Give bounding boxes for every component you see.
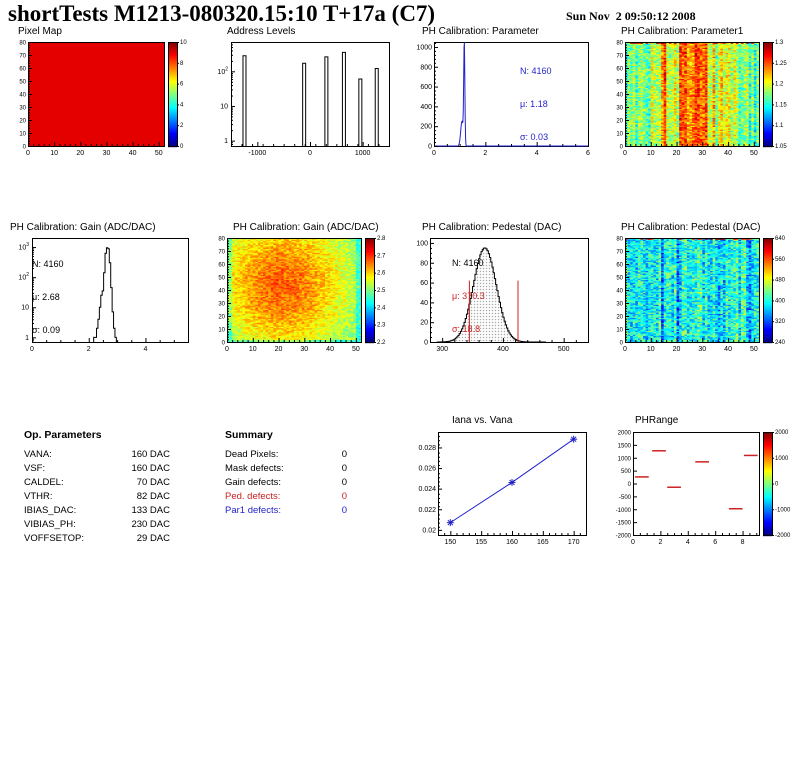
chart-title-gain-hist: PH Calibration: Gain (ADC/DAC) bbox=[10, 222, 156, 233]
stat-mu: μ: 2.68 bbox=[32, 292, 60, 302]
summary-label: Dead Pixels: bbox=[225, 449, 279, 460]
param-label: VOFFSETOP: bbox=[24, 533, 85, 544]
summary-value: 0 bbox=[341, 449, 347, 460]
gain-stats-box: N: 4160 μ: 2.68 σ: 0.09 bbox=[32, 237, 64, 358]
panel-pixel-map: Pixel Map bbox=[6, 26, 198, 162]
param-value: 230 DAC bbox=[131, 519, 170, 530]
param-label: IBIAS_DAC: bbox=[24, 505, 77, 516]
ph-parameter-hist-chart bbox=[404, 38, 596, 162]
panel-gain-map: PH Calibration: Gain (ADC/DAC) bbox=[205, 222, 397, 358]
param-label: VANA: bbox=[24, 449, 52, 460]
address-levels-chart bbox=[205, 38, 397, 162]
pedestal-stats-box: N: 4160 μ: 370.3 σ: 18.8 bbox=[452, 236, 485, 357]
param-row: VANA: 160 DAC bbox=[24, 448, 170, 462]
summary-row: Gain defects: 0 bbox=[225, 476, 347, 490]
pedestal-hist-chart bbox=[404, 234, 596, 358]
phrange-chart bbox=[603, 427, 795, 553]
timestamp: Sun Nov 2 09:50:12 2008 bbox=[566, 9, 696, 23]
summary-value: 0 bbox=[341, 505, 347, 516]
ph-parameter-stats-box: N: 4160 μ: 1.18 σ: 0.03 bbox=[520, 44, 552, 165]
stat-sigma: σ: 0.03 bbox=[520, 132, 549, 142]
summary-value: 0 bbox=[341, 477, 347, 488]
chart-title-pedestal-hist: PH Calibration: Pedestal (DAC) bbox=[422, 222, 562, 233]
panel-ph-parameter1-map: PH Calibration: Parameter1 bbox=[603, 26, 795, 162]
stat-n: N: 4160 bbox=[32, 259, 64, 269]
chart-title-phrange: PHRange bbox=[635, 415, 679, 426]
chart-title-pedestal-map: PH Calibration: Pedestal (DAC) bbox=[621, 222, 761, 233]
stat-sigma: σ: 0.09 bbox=[32, 325, 61, 335]
param-row: CALDEL: 70 DAC bbox=[24, 476, 170, 490]
stat-mu: μ: 370.3 bbox=[452, 291, 485, 301]
summary-label: Mask defects: bbox=[225, 463, 284, 474]
page-title: shortTests M1213-080320.15:10 T+17a (C7) bbox=[8, 1, 436, 26]
param-label: VIBIAS_PH: bbox=[24, 519, 76, 530]
panel-phrange: PHRange bbox=[603, 415, 795, 553]
param-value: 29 DAC bbox=[136, 533, 170, 544]
summary-label: Gain defects: bbox=[225, 477, 281, 488]
stat-n: N: 4160 bbox=[520, 66, 552, 76]
param-row: VSF: 160 DAC bbox=[24, 462, 170, 476]
summary-value: 0 bbox=[341, 491, 347, 502]
panel-pedestal-map: PH Calibration: Pedestal (DAC) bbox=[603, 222, 795, 358]
summary-row: Dead Pixels: 0 bbox=[225, 448, 347, 462]
chart-title-iana-vs-vana: Iana vs. Vana bbox=[452, 415, 513, 426]
param-row: VIBIAS_PH: 230 DAC bbox=[24, 518, 170, 532]
summary-label: Ped. defects: bbox=[225, 491, 281, 502]
op-parameters-title: Op. Parameters bbox=[24, 429, 102, 441]
gain-hist-chart bbox=[6, 234, 198, 358]
param-value: 133 DAC bbox=[131, 505, 170, 516]
param-label: VSF: bbox=[24, 463, 46, 474]
stat-sigma: σ: 18.8 bbox=[452, 324, 481, 334]
chart-title-pixel-map: Pixel Map bbox=[18, 26, 62, 37]
ph-parameter1-map-chart bbox=[603, 38, 795, 162]
param-row: VOFFSETOP: 29 DAC bbox=[24, 532, 170, 546]
param-row: VTHR: 82 DAC bbox=[24, 490, 170, 504]
summary-row: Mask defects: 0 bbox=[225, 462, 347, 476]
param-value: 160 DAC bbox=[131, 463, 170, 474]
panel-address-levels: Address Levels bbox=[205, 26, 397, 162]
stat-n: N: 4160 bbox=[452, 258, 484, 268]
pedestal-map-chart bbox=[603, 234, 795, 358]
panel-ph-parameter: PH Calibration: Parameter bbox=[404, 26, 596, 162]
chart-title-ph-parameter: PH Calibration: Parameter bbox=[422, 26, 539, 37]
chart-title-ph-parameter1-map: PH Calibration: Parameter1 bbox=[621, 26, 744, 37]
param-label: CALDEL: bbox=[24, 477, 64, 488]
param-value: 70 DAC bbox=[136, 477, 170, 488]
panel-iana-vs-vana: Iana vs. Vana bbox=[404, 415, 596, 553]
param-row: IBIAS_DAC: 133 DAC bbox=[24, 504, 170, 518]
op-parameters-block: Op. Parameters VANA: 160 DAC VSF: 160 DAC … bbox=[24, 429, 170, 546]
summary-block: Summary Dead Pixels: 0 Mask defects: 0 Gai… bbox=[225, 429, 347, 518]
stat-mu: μ: 1.18 bbox=[520, 99, 548, 109]
pixel-map-chart bbox=[6, 38, 198, 162]
chart-title-address-levels: Address Levels bbox=[227, 26, 296, 37]
param-value: 160 DAC bbox=[131, 449, 170, 460]
param-value: 82 DAC bbox=[136, 491, 170, 502]
gain-map-chart bbox=[205, 234, 397, 358]
param-label: VTHR: bbox=[24, 491, 53, 502]
chart-title-gain-map: PH Calibration: Gain (ADC/DAC) bbox=[233, 222, 379, 233]
summary-label: Par1 defects: bbox=[225, 505, 281, 516]
iana-vs-vana-chart bbox=[404, 427, 596, 553]
panel-gain-hist: PH Calibration: Gain (ADC/DAC) bbox=[6, 222, 198, 358]
summary-row: Ped. defects: 0 bbox=[225, 490, 347, 504]
summary-row: Par1 defects: 0 bbox=[225, 504, 347, 518]
panel-pedestal-hist: PH Calibration: Pedestal (DAC) bbox=[404, 222, 596, 358]
summary-value: 0 bbox=[341, 463, 347, 474]
summary-title: Summary bbox=[225, 429, 273, 441]
